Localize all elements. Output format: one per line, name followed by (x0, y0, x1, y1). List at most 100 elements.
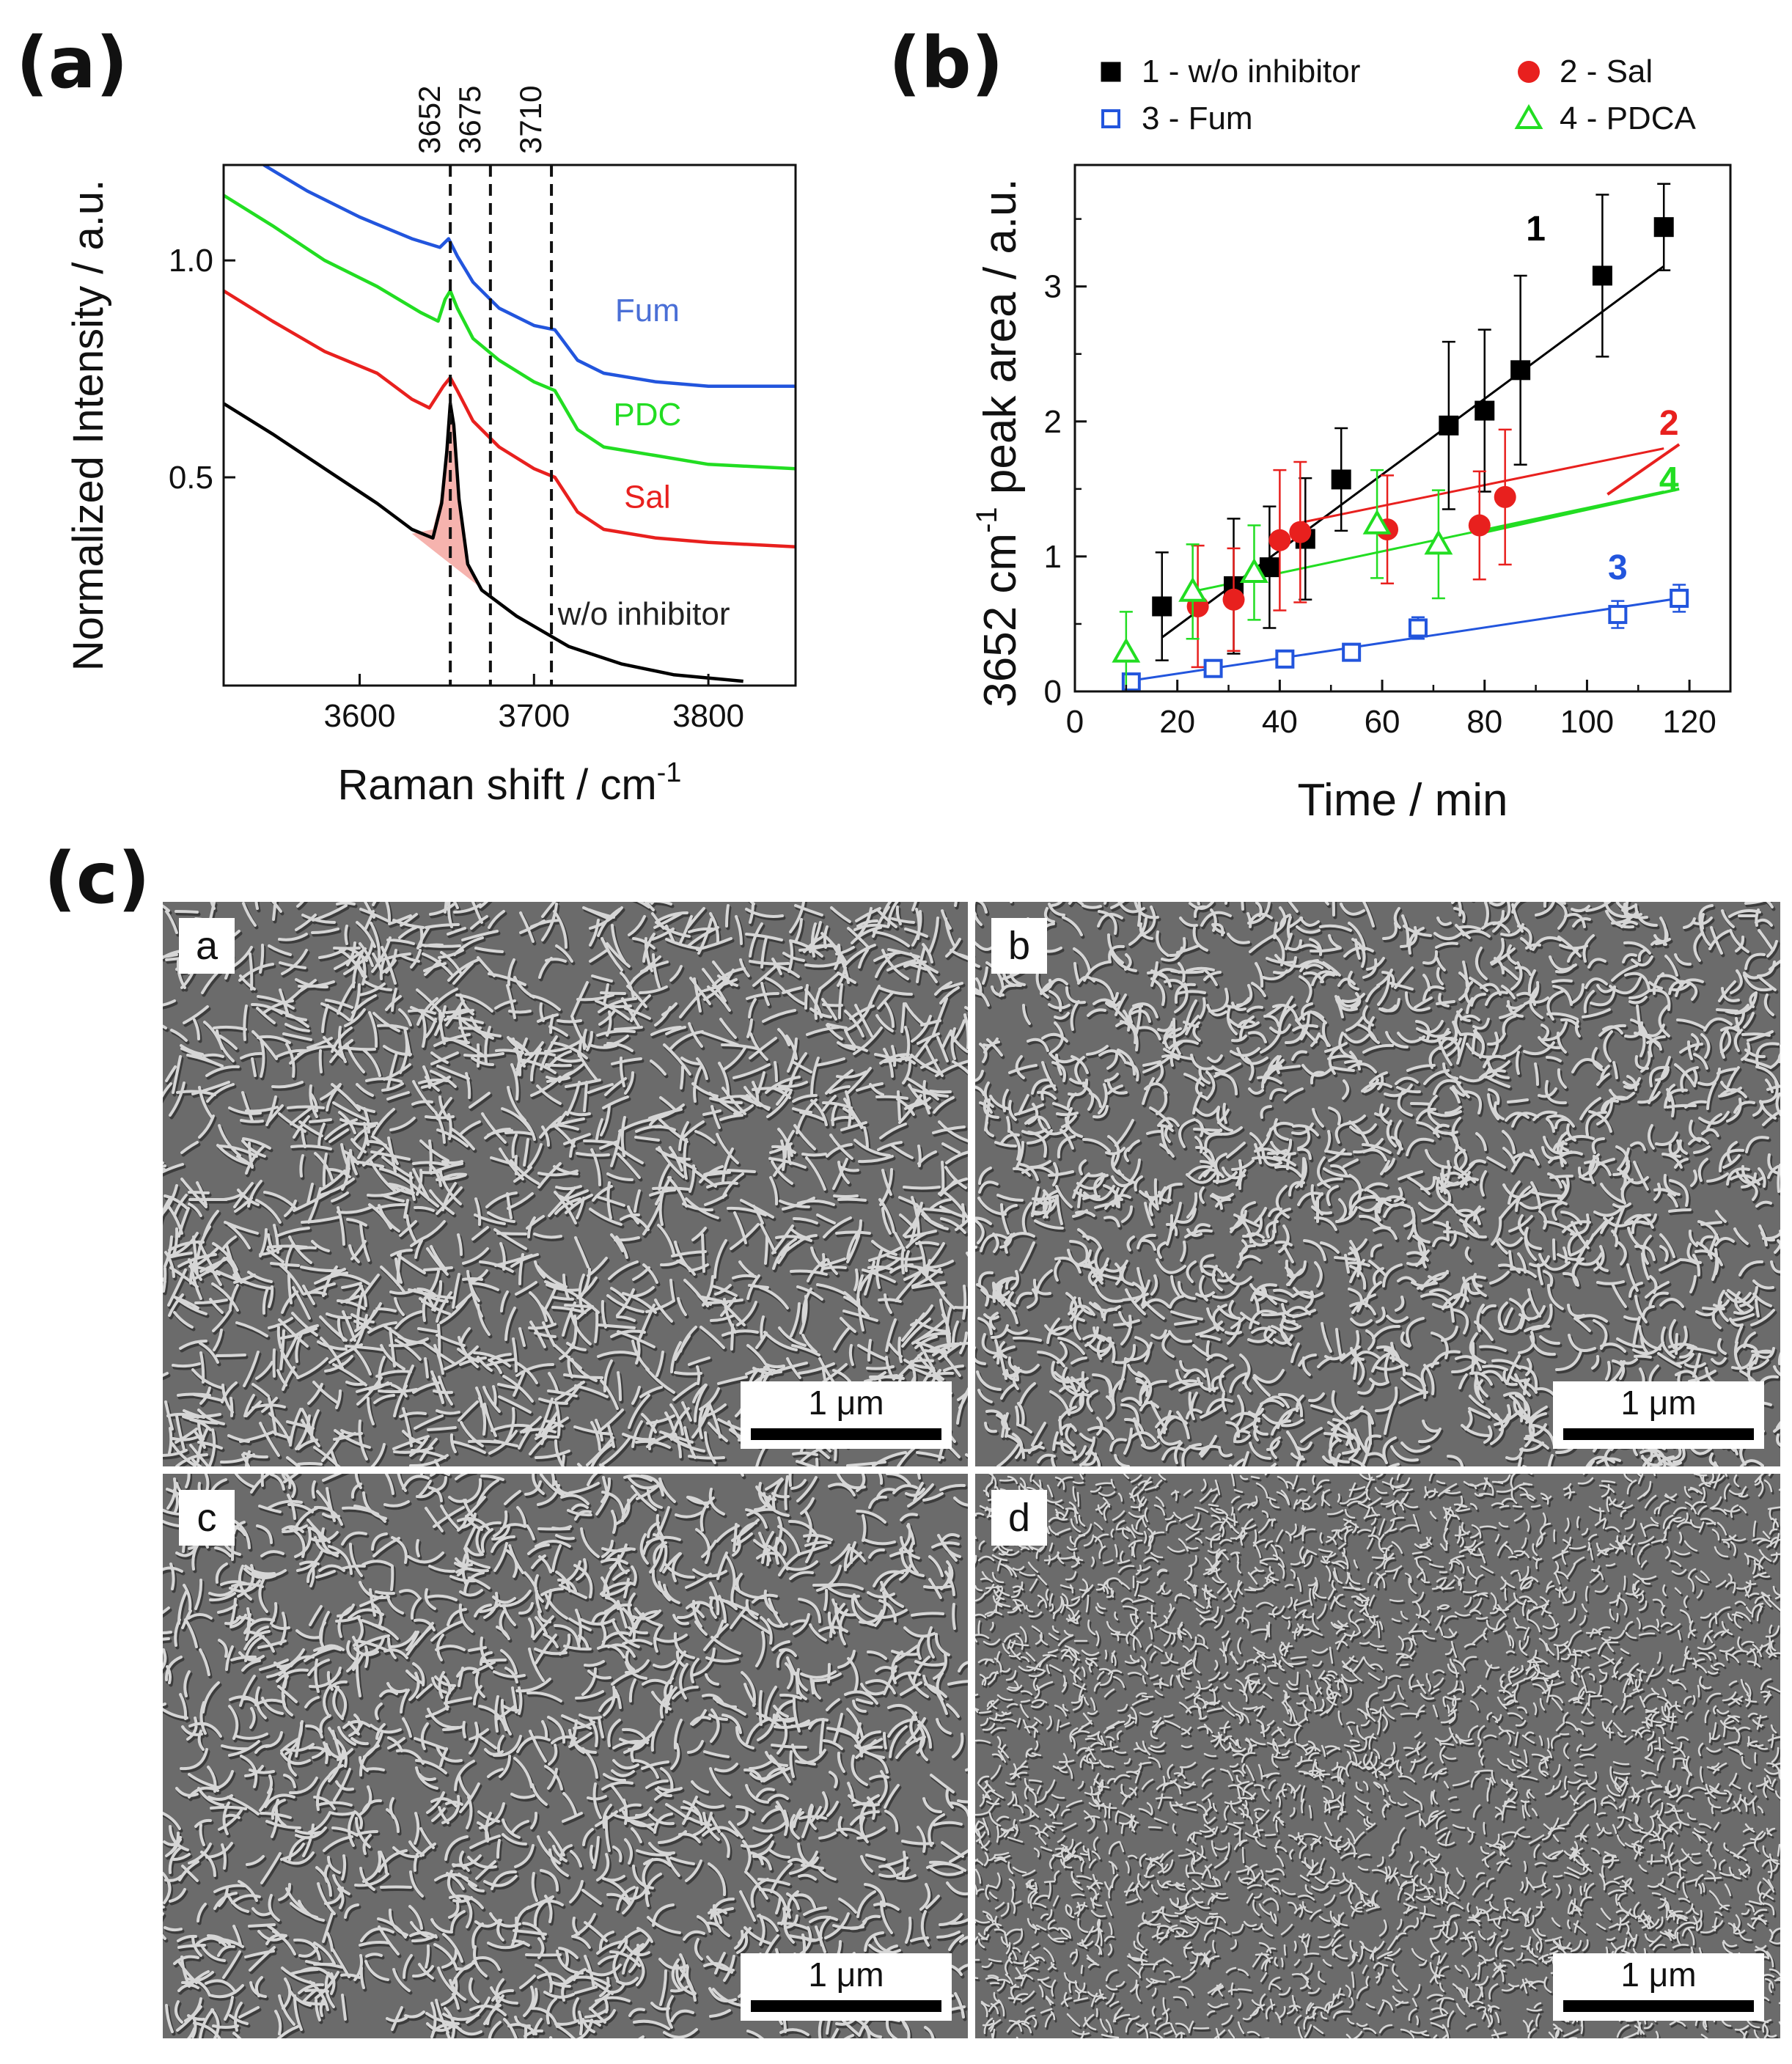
scale-bar-box: 1 μm (741, 1953, 952, 2021)
data-point-series-2 (1494, 485, 1516, 508)
data-point-series-3 (1608, 605, 1628, 625)
scale-bar-box: 1 μm (741, 1381, 952, 1449)
legend-entry-3: 3 - Fum (1142, 100, 1253, 136)
x-tick-label-3700: 3700 (498, 698, 570, 734)
legend-marker-1 (1101, 62, 1121, 82)
sem-micrograph-a: a 1 μm (163, 902, 968, 1466)
y-axis-label-superscript: -1 (971, 507, 1003, 533)
scale-bar-label: 1 μm (1620, 1384, 1697, 1422)
series-line-w-o-inhibitor (224, 402, 743, 683)
legend-marker-3 (1101, 109, 1120, 128)
sem-texture (975, 902, 1780, 1466)
series-line-sal (224, 289, 796, 548)
plot-frame (222, 164, 797, 687)
scale-bar (751, 2000, 941, 2012)
x-tick-label-120: 120 (1662, 704, 1716, 740)
x-tick-label-80: 80 (1466, 704, 1502, 740)
sem-panel-letter-a: a (179, 918, 235, 974)
curve-label-pdc: PDC (613, 397, 681, 433)
panel-label-b: (b) (889, 22, 1004, 104)
legend-marker-2 (1518, 61, 1540, 83)
reference-label-3675: 3675 (452, 86, 487, 154)
data-point-series-4 (1424, 529, 1453, 555)
y-tick-label-0.5: 0.5 (169, 460, 213, 496)
sem-texture (163, 902, 968, 1466)
series-number-label-4: 4 (1659, 461, 1679, 500)
curve-label-w-o-inhibitor: w/o inhibitor (557, 596, 730, 632)
sem-micrograph-c: c 1 μm (163, 1474, 968, 2038)
x-tick-label-0: 0 (1066, 704, 1084, 740)
scale-bar-box: 1 μm (1553, 1953, 1764, 2021)
data-point-series-3 (1670, 588, 1689, 608)
arrow-series-4 (1484, 487, 1680, 534)
panel-label-c: (c) (44, 837, 150, 919)
x-tick-label-60: 60 (1365, 704, 1400, 740)
legend-entry-2: 2 - Sal (1560, 54, 1653, 89)
data-point-series-1 (1331, 469, 1351, 490)
data-point-series-4 (1178, 576, 1208, 602)
peak-area-kinetics-chart: 1 2 4 3 0 20 40 60 80 100 120 0 1 2 3 1 - w/o inhibitor… (971, 54, 1732, 826)
panel-label-a: (a) (16, 22, 128, 104)
series-number-label-3: 3 (1608, 548, 1628, 587)
x-tick-label-3800: 3800 (672, 698, 744, 734)
data-point-series-1 (1152, 596, 1172, 617)
scale-bar (1563, 2000, 1754, 2012)
y-axis-label-suffix: peak area / a.u. (975, 178, 1026, 507)
x-tick-label-3600: 3600 (324, 698, 396, 734)
data-point-series-1 (1592, 265, 1612, 286)
plot-frame (1073, 164, 1732, 693)
scale-bar-label: 1 μm (808, 1384, 884, 1422)
y-axis-label: 3652 cm-1 peak area / a.u. (971, 178, 1026, 707)
fit-line-2 (1300, 447, 1664, 524)
data-point-series-2 (1289, 521, 1312, 543)
series-line-pdc (224, 194, 796, 471)
scale-bar-label: 1 μm (1620, 1955, 1697, 1994)
x-axis-label: Raman shift / cm-1 (338, 757, 682, 809)
data-point-series-2 (1268, 529, 1291, 551)
x-tick-label-20: 20 (1159, 704, 1195, 740)
data-point-series-3 (1203, 658, 1223, 678)
data-point-series-3 (1121, 672, 1141, 692)
y-tick-label-3: 3 (1044, 269, 1062, 305)
sem-texture (975, 1474, 1780, 2038)
scale-bar (751, 1428, 941, 1440)
data-point-series-1 (1439, 415, 1459, 436)
legend-entry-4: 4 - PDCA (1560, 100, 1696, 136)
x-axis-label: Time / min (1297, 775, 1508, 826)
series-number-label-2: 2 (1659, 404, 1679, 443)
data-point-series-4 (1240, 557, 1268, 583)
sem-panel-letter-b: b (991, 918, 1047, 974)
data-point-series-3 (1408, 618, 1428, 638)
sem-micrograph-d: d 1 μm (975, 1474, 1780, 2038)
scale-bar (1563, 1428, 1754, 1440)
series-number-label-1: 1 (1526, 210, 1546, 249)
legend-marker-4 (1514, 103, 1543, 129)
scale-bar-label: 1 μm (808, 1955, 884, 1994)
x-tick-label-40: 40 (1262, 704, 1298, 740)
arrow-series-2 (1606, 443, 1681, 496)
sem-panel-letter-d: d (991, 1490, 1047, 1546)
plot-area (224, 165, 796, 683)
reference-label-3652: 3652 (412, 86, 447, 154)
data-point-series-1 (1653, 217, 1674, 238)
reference-label-3710: 3710 (513, 86, 548, 154)
series-line-fum (262, 165, 796, 389)
y-tick-label-0: 0 (1044, 674, 1062, 710)
legend-entry-1: 1 - w/o inhibitor (1142, 54, 1360, 89)
raman-spectra-chart: 3652 3675 3710 3600 3700 3800 0.5 1.0 Fum PDC Sal w… (65, 86, 797, 809)
sem-texture (163, 1474, 968, 2038)
y-tick-label-2: 2 (1044, 404, 1062, 440)
scale-bar-box: 1 μm (1553, 1381, 1764, 1449)
data-point-series-3 (1342, 642, 1362, 662)
data-point-series-4 (1362, 509, 1392, 535)
sem-micrograph-b: b 1 μm (975, 902, 1780, 1466)
x-axis-label-superscript: -1 (657, 757, 682, 788)
curve-label-sal: Sal (624, 479, 671, 515)
data-point-series-1 (1475, 400, 1495, 421)
sem-panel-letter-c: c (179, 1490, 235, 1546)
data-point-series-1 (1510, 360, 1531, 381)
data-point-series-2 (1222, 588, 1245, 611)
curve-label-fum: Fum (615, 293, 680, 328)
data-point-series-4 (1112, 637, 1141, 663)
data-point-series-3 (1275, 649, 1295, 669)
